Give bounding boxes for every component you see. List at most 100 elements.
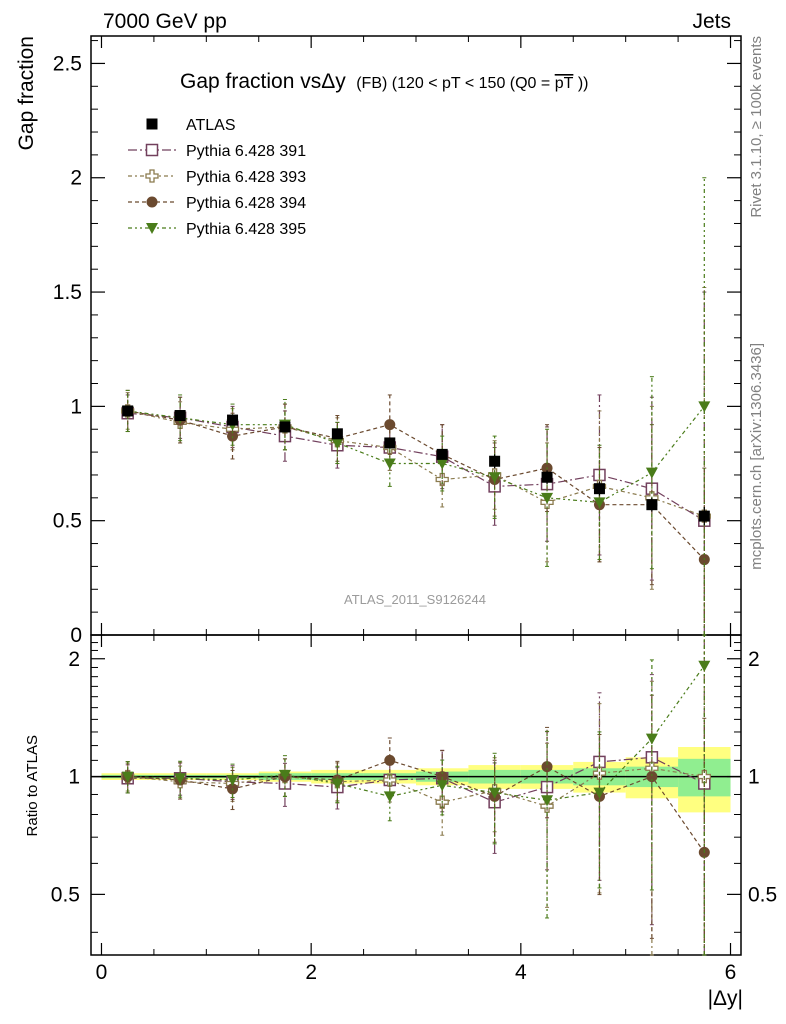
header-left-label: 7000 GeV pp — [103, 10, 227, 33]
chart-title-overline: pT — [555, 75, 574, 92]
y-tick-label: 1 — [70, 395, 82, 418]
y-tick-label: 2 — [70, 167, 82, 190]
data-point — [593, 483, 605, 495]
data-point — [174, 410, 186, 422]
x-axis-label: |Δy| — [708, 987, 743, 1010]
data-point — [121, 771, 134, 783]
data-point — [436, 458, 449, 470]
data-point — [226, 774, 239, 786]
data-point — [645, 733, 658, 745]
ratio-y-tick-label: 1 — [68, 766, 80, 789]
series-0 — [122, 405, 710, 526]
rivet-version-label: Rivet 3.1.10, ≥ 100k events — [748, 36, 765, 218]
chart-title-suffix: )) — [578, 75, 589, 92]
ratio-series-3 — [122, 694, 710, 956]
ratio-y-tick-label-right: 0.5 — [748, 883, 777, 906]
series-2 — [121, 286, 711, 636]
data-point — [145, 143, 159, 157]
data-point — [646, 771, 658, 783]
data-point — [593, 787, 606, 799]
legend: ATLAS Pythia 6.428 391 Pythia 6.428 393 Pyt… — [128, 117, 306, 238]
y-axis-label: Gap fraction — [15, 36, 38, 150]
series-line — [127, 410, 705, 560]
legend-item: Pythia 6.428 391 — [128, 143, 306, 160]
ratio-line — [127, 756, 705, 803]
data-point — [227, 414, 239, 426]
chart-title-main: Gap fraction vsΔy — [180, 70, 346, 93]
data-point — [698, 401, 711, 413]
y-tick-label: 2.5 — [53, 52, 82, 75]
data-point — [146, 196, 158, 208]
ratio-series — [121, 634, 711, 956]
x-tick-label: 6 — [725, 961, 737, 984]
data-point — [122, 405, 134, 417]
y-tick-label: 0 — [70, 624, 82, 647]
legend-label: ATLAS — [186, 117, 236, 134]
chart-title-sub: (FB) (120 < pT < 150 (Q0 = — [356, 75, 550, 92]
analysis-watermark: ATLAS_2011_S9126244 — [344, 592, 486, 607]
mcplots-label: mcplots.cern.ch [arXiv:1306.3436] — [748, 343, 765, 570]
data-point — [278, 769, 291, 781]
x-tick-label: 4 — [515, 961, 527, 984]
data-point — [227, 430, 239, 442]
data-point — [698, 510, 710, 522]
data-point — [384, 754, 396, 766]
legend-label: Pythia 6.428 393 — [186, 169, 306, 186]
data-point — [436, 780, 449, 792]
data-point — [593, 497, 606, 509]
data-point — [331, 437, 344, 449]
header-right-label: Jets — [692, 10, 731, 33]
data-point — [541, 492, 554, 504]
data-point — [331, 778, 344, 790]
legend-label: Pythia 6.428 395 — [186, 221, 306, 238]
data-point — [146, 118, 158, 130]
data-point — [645, 467, 658, 479]
legend-label: Pythia 6.428 394 — [186, 195, 306, 212]
y-tick-label: 1.5 — [53, 281, 82, 304]
x-tick-label: 0 — [96, 961, 108, 984]
data-point — [436, 448, 448, 460]
series-line — [127, 412, 705, 522]
ratio-line — [127, 759, 705, 853]
data-point — [384, 419, 396, 431]
data-point — [145, 169, 159, 183]
ratio-y-tick-label: 2 — [68, 648, 80, 671]
data-point — [646, 499, 658, 511]
ratio-y-tick-label-right: 1 — [748, 766, 760, 789]
ratio-y-tick-label-right: 2 — [748, 648, 760, 671]
ratio-series-2 — [121, 634, 711, 956]
data-point — [541, 761, 553, 773]
data-point — [383, 458, 396, 470]
ratio-series-1 — [121, 634, 711, 956]
data-point — [146, 223, 158, 234]
series-line — [127, 406, 705, 504]
data-point — [488, 472, 501, 484]
data-point — [698, 660, 711, 672]
axes: 0 2 4 600.511.522.50.5 0.51 12 2 — [51, 36, 777, 984]
legend-item: Pythia 6.428 393 — [128, 169, 306, 186]
legend-label: Pythia 6.428 391 — [186, 143, 306, 160]
data-point — [436, 771, 448, 783]
data-point — [384, 437, 396, 449]
data-point — [541, 795, 554, 807]
data-point — [331, 428, 343, 440]
legend-item: Pythia 6.428 394 — [128, 195, 306, 212]
data-point — [541, 471, 553, 483]
data-point — [435, 472, 449, 487]
ratio-y-tick-label: 0.5 — [51, 883, 80, 906]
main-series — [121, 177, 711, 636]
legend-item: ATLAS — [146, 117, 236, 134]
y-tick-label: 0.5 — [53, 510, 82, 533]
data-point — [383, 791, 396, 803]
chart-title: Gap fraction vsΔy (FB) (120 < pT < 150 (… — [180, 70, 588, 93]
data-point — [488, 787, 501, 799]
legend-item: Pythia 6.428 395 — [128, 221, 306, 238]
data-point — [279, 421, 291, 433]
data-point — [489, 455, 501, 467]
ratio-series-4 — [121, 634, 711, 956]
ratio-line — [127, 665, 705, 801]
data-point — [174, 773, 187, 785]
ratio-y-axis-label: Ratio to ATLAS — [24, 735, 41, 836]
x-tick-label: 2 — [305, 961, 317, 984]
